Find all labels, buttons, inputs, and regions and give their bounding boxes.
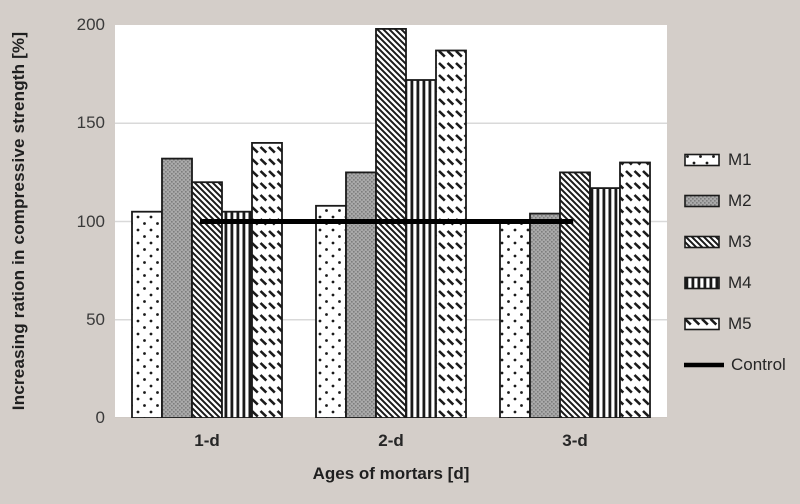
bar-M1-1-d xyxy=(131,210,163,418)
bar-M4-1-d xyxy=(221,210,253,418)
bar-M3-3-d xyxy=(559,171,591,418)
x-tick-label-3-d: 3-d xyxy=(562,431,588,450)
legend-item-M5: M5 xyxy=(684,303,800,344)
bar-M5-1-d xyxy=(251,142,283,418)
bar-M5-2-d xyxy=(435,49,467,418)
legend-swatch-M2-icon xyxy=(684,194,720,207)
bar-M2-2-d xyxy=(345,171,377,418)
plot-area xyxy=(115,25,667,418)
bar-M3-1-d xyxy=(191,181,223,418)
legend-swatch-M5-icon xyxy=(684,317,720,330)
bar-M2-3-d xyxy=(529,212,561,418)
bar-M1-2-d xyxy=(315,204,347,418)
legend-item-control: Control xyxy=(684,344,800,385)
y-tick-label-100: 100 xyxy=(76,211,105,231)
legend-label: M3 xyxy=(728,231,752,251)
legend-item-M3: M3 xyxy=(684,221,800,262)
y-axis-title: Increasing ration in compressive strengt… xyxy=(9,31,28,411)
legend-item-M4: M4 xyxy=(684,262,800,303)
bar-M5-3-d xyxy=(619,161,651,418)
y-tick-label-0: 0 xyxy=(95,408,105,427)
legend-label: M4 xyxy=(728,272,752,292)
legend-swatch-M4-icon xyxy=(684,276,720,289)
y-tick-label-50: 50 xyxy=(86,309,105,329)
legend-label: M2 xyxy=(728,190,752,210)
bar-M4-3-d xyxy=(589,187,621,418)
legend-label: M1 xyxy=(728,149,752,169)
y-tick-label-200: 200 xyxy=(76,15,105,34)
x-axis-title: Ages of mortars [d] xyxy=(312,464,470,483)
legend-item-M1: M1 xyxy=(684,139,800,180)
bar-M2-1-d xyxy=(161,157,193,418)
legend: M1 M2 M3 M4 M5 Control xyxy=(684,139,800,385)
legend-label: M5 xyxy=(728,313,752,333)
x-tick-label-1-d: 1-d xyxy=(194,431,220,450)
bar-M1-3-d xyxy=(499,220,531,418)
legend-swatch-M1-icon xyxy=(684,153,720,166)
y-tick-label-150: 150 xyxy=(76,113,105,133)
legend-control-line-icon xyxy=(684,362,724,367)
legend-item-M2: M2 xyxy=(684,180,800,221)
legend-swatch-M3-icon xyxy=(684,235,720,248)
bar-M4-2-d xyxy=(405,79,437,418)
legend-label: Control xyxy=(731,354,786,374)
x-tick-label-2-d: 2-d xyxy=(378,431,404,450)
